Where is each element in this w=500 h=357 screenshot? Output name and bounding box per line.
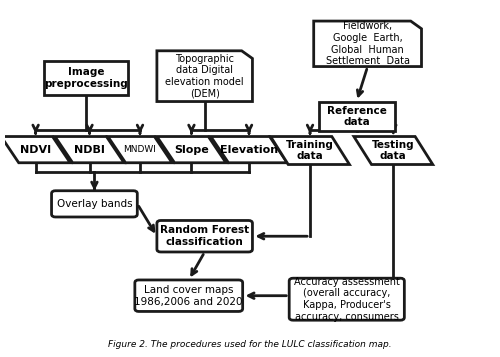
Text: NDVI: NDVI bbox=[20, 145, 51, 155]
Polygon shape bbox=[314, 21, 422, 66]
Text: MNDWI: MNDWI bbox=[124, 145, 156, 154]
Text: Overlay bands: Overlay bands bbox=[56, 199, 132, 209]
Text: Figure 2. The procedures used for the LULC classification map.: Figure 2. The procedures used for the LU… bbox=[108, 340, 392, 349]
Text: Accuracy assessment
(overall accuracy,
Kappa, Producer's
accuracy, consumers: Accuracy assessment (overall accuracy, K… bbox=[294, 277, 400, 322]
Text: Random Forest
classification: Random Forest classification bbox=[160, 225, 249, 247]
Text: Topographic
data Digital
elevation model
(DEM): Topographic data Digital elevation model… bbox=[166, 54, 244, 99]
Polygon shape bbox=[157, 51, 252, 101]
FancyBboxPatch shape bbox=[44, 61, 128, 95]
FancyBboxPatch shape bbox=[289, 278, 405, 320]
Text: Image
preprocessing: Image preprocessing bbox=[44, 67, 128, 89]
FancyBboxPatch shape bbox=[157, 221, 252, 252]
Polygon shape bbox=[354, 136, 433, 165]
Text: Training
data: Training data bbox=[286, 140, 334, 161]
Text: Fieldwork,
Google  Earth,
Global  Human
Settlement  Data: Fieldwork, Google Earth, Global Human Se… bbox=[326, 21, 409, 66]
Polygon shape bbox=[108, 136, 172, 163]
FancyBboxPatch shape bbox=[135, 280, 242, 311]
Text: Testing
data: Testing data bbox=[372, 140, 414, 161]
Polygon shape bbox=[1, 136, 70, 163]
Polygon shape bbox=[211, 136, 287, 163]
Polygon shape bbox=[157, 136, 226, 163]
Text: NDBI: NDBI bbox=[74, 145, 105, 155]
Text: Land cover maps
1986,2006 and 2020: Land cover maps 1986,2006 and 2020 bbox=[134, 285, 243, 307]
Polygon shape bbox=[55, 136, 124, 163]
Text: Elevation: Elevation bbox=[220, 145, 278, 155]
Text: Reference
data: Reference data bbox=[326, 106, 386, 127]
FancyBboxPatch shape bbox=[52, 191, 138, 217]
FancyBboxPatch shape bbox=[318, 101, 394, 131]
Polygon shape bbox=[270, 136, 349, 165]
Text: Slope: Slope bbox=[174, 145, 209, 155]
